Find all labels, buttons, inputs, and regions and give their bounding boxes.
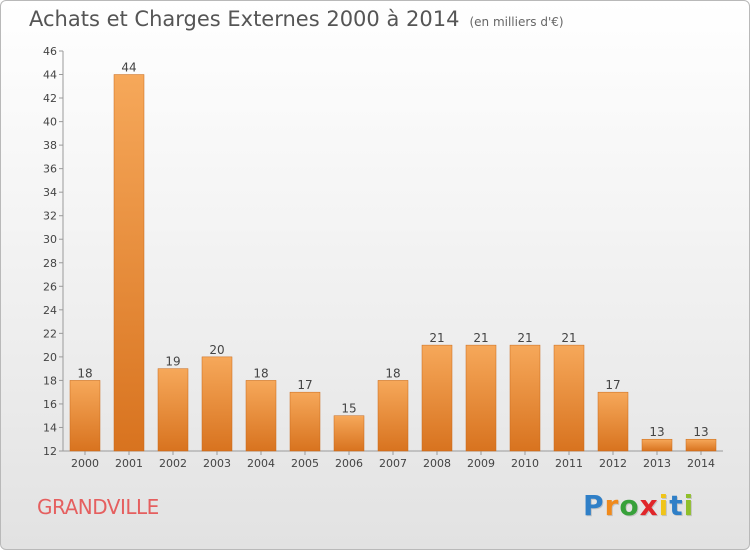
x-tick-label-2013: 2013 <box>643 457 671 470</box>
bar-2009 <box>465 344 497 452</box>
proxiti-logo[interactable]: Proxiti <box>583 489 694 522</box>
x-tick-label-2000: 2000 <box>71 457 99 470</box>
data-label-2001: 44 <box>121 61 136 75</box>
data-label-2012: 17 <box>605 378 620 392</box>
y-tick-label: 26 <box>43 280 57 293</box>
y-tick-label: 18 <box>43 374 57 387</box>
logo-letter: i <box>658 489 670 522</box>
data-label-2002: 19 <box>165 355 180 369</box>
data-label-2010: 21 <box>517 331 532 345</box>
y-tick-label: 12 <box>43 445 57 458</box>
x-tick-label-2005: 2005 <box>291 457 319 470</box>
bar-2011 <box>553 344 585 452</box>
logo-letter: x <box>639 489 659 522</box>
y-tick-label: 36 <box>43 163 57 176</box>
y-tick-label: 16 <box>43 398 57 411</box>
x-tick-label-2011: 2011 <box>555 457 583 470</box>
data-label-2008: 21 <box>429 331 444 345</box>
chart-title-row: Achats et Charges Externes 2000 à 2014 (e… <box>29 7 564 31</box>
data-label-2005: 17 <box>297 378 312 392</box>
data-label-2013: 13 <box>649 425 664 439</box>
y-tick-label: 28 <box>43 257 57 270</box>
logo-letter: o <box>619 489 640 522</box>
bar-2002 <box>157 368 189 452</box>
x-tick-label-2012: 2012 <box>599 457 627 470</box>
logo-letter: r <box>604 489 620 522</box>
logo-letter: t <box>669 489 684 522</box>
y-tick-label: 24 <box>43 304 57 317</box>
bar-2014 <box>685 438 717 452</box>
y-tick-label: 44 <box>43 69 57 82</box>
chart-subtitle: (en milliers d'€) <box>469 15 564 29</box>
y-tick-label: 34 <box>43 186 57 199</box>
x-tick-label-2014: 2014 <box>687 457 715 470</box>
x-tick-label-2003: 2003 <box>203 457 231 470</box>
data-label-2004: 18 <box>253 366 268 380</box>
y-tick-label: 42 <box>43 92 57 105</box>
x-tick-label-2008: 2008 <box>423 457 451 470</box>
data-label-2009: 21 <box>473 331 488 345</box>
logo-letter: i <box>683 489 695 522</box>
x-tick-label-2009: 2009 <box>467 457 495 470</box>
y-tick-label: 38 <box>43 139 57 152</box>
x-tick-label-2001: 2001 <box>115 457 143 470</box>
x-tick-label-2004: 2004 <box>247 457 275 470</box>
x-tick-label-2010: 2010 <box>511 457 539 470</box>
y-tick-label: 40 <box>43 116 57 129</box>
data-label-2003: 20 <box>209 343 224 357</box>
bar-2005 <box>289 391 321 452</box>
data-label-2011: 21 <box>561 331 576 345</box>
data-label-2006: 15 <box>341 402 356 416</box>
bar-2000 <box>69 380 101 452</box>
bar-2001 <box>113 74 145 452</box>
bar-2007 <box>377 380 409 452</box>
y-tick-label: 22 <box>43 327 57 340</box>
y-tick-label: 46 <box>43 45 57 58</box>
logo-letter: P <box>583 489 605 522</box>
bar-2013 <box>641 438 673 452</box>
bar-2008 <box>421 344 453 452</box>
y-tick-label: 20 <box>43 351 57 364</box>
y-tick-label: 14 <box>43 421 57 434</box>
x-tick-label-2006: 2006 <box>335 457 363 470</box>
place-name: GRANDVILLE <box>37 495 159 519</box>
bar-2010 <box>509 344 541 452</box>
x-tick-label-2002: 2002 <box>159 457 187 470</box>
bar-2003 <box>201 356 233 452</box>
bar-2004 <box>245 380 277 452</box>
bar-2006 <box>333 415 365 452</box>
y-tick-label: 30 <box>43 233 57 246</box>
y-tick-label: 32 <box>43 210 57 223</box>
x-tick-label-2007: 2007 <box>379 457 407 470</box>
chart-title: Achats et Charges Externes 2000 à 2014 <box>29 7 460 31</box>
data-label-2014: 13 <box>693 425 708 439</box>
bar-2012 <box>597 391 629 452</box>
data-label-2007: 18 <box>385 366 400 380</box>
data-label-2000: 18 <box>77 366 92 380</box>
